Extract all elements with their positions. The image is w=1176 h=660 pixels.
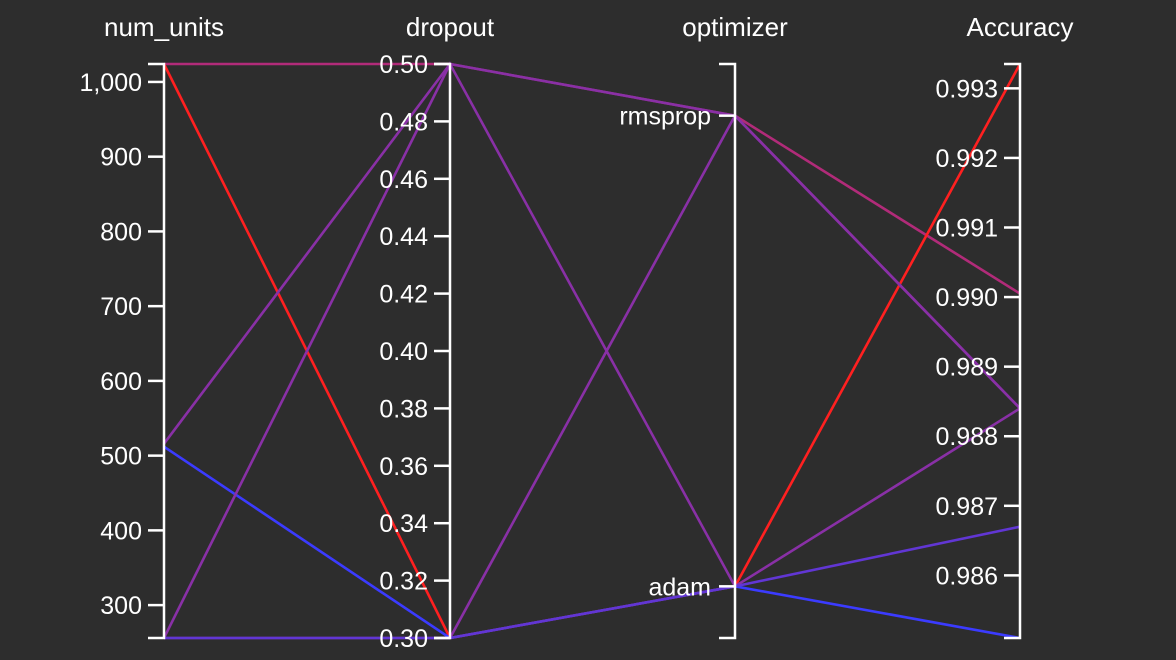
run-line-6 — [164, 113, 1021, 640]
run-line-7 — [164, 525, 1021, 640]
tick-label: 0.50 — [379, 51, 428, 79]
axis-title: Accuracy — [967, 12, 1074, 42]
tick-label: 0.32 — [379, 568, 428, 596]
tick-label: 0.990 — [935, 284, 998, 312]
tick-label: 400 — [100, 517, 142, 545]
axis-line — [1004, 62, 1022, 640]
tick-label: 700 — [100, 293, 142, 321]
tick-label: 800 — [100, 218, 142, 246]
tick-label: 0.987 — [935, 493, 998, 521]
run-line-4 — [163, 445, 1021, 640]
tick-label: 0.991 — [935, 215, 998, 243]
tick-label: 0.40 — [379, 338, 428, 366]
tick-label: 0.46 — [379, 166, 428, 194]
tick-label: 900 — [100, 144, 142, 172]
axis-title: optimizer — [682, 12, 788, 42]
axis-title: num_units — [104, 12, 224, 42]
axis-optimizer: optimizer adam rmsprop — [619, 12, 788, 640]
run-line-2 — [162, 63, 1022, 640]
tick-label: 0.48 — [379, 108, 428, 136]
run-line-5 — [162, 61, 1021, 639]
axis-num-units: num_units 300 400 500 600 700 800 900 1,000 — [79, 12, 224, 640]
tick-label: 0.42 — [379, 281, 428, 309]
tick-label: 0.988 — [935, 423, 998, 451]
axis-dropout: dropout 0.30 0.32 0.34 0.36 0.38 0.40 0.42 0.44 0… — [379, 12, 495, 653]
axis-line — [148, 62, 166, 640]
tick-label: 0.30 — [379, 625, 428, 653]
tick-label: 500 — [100, 443, 142, 471]
axis-line — [719, 62, 737, 640]
tick-label: 0.986 — [935, 562, 998, 590]
tick-label: 600 — [100, 368, 142, 396]
tick-label: 0.993 — [935, 75, 998, 103]
tick-label: 0.992 — [935, 145, 998, 173]
tick-label: 0.38 — [379, 395, 428, 423]
tick-label: 0.44 — [379, 223, 428, 251]
tick-label: 0.34 — [379, 510, 428, 538]
tick-label-adam: adam — [648, 573, 711, 601]
axes: num_units 300 400 500 600 700 800 900 1,000 dropo… — [79, 12, 1073, 653]
tick-label-rmsprop: rmsprop — [619, 103, 711, 131]
tick-label: 1,000 — [79, 69, 142, 97]
run-line-1 — [164, 62, 1021, 295]
tick-label: 0.989 — [935, 354, 998, 382]
tick-label: 0.36 — [379, 453, 428, 481]
tick-label: 300 — [100, 592, 142, 620]
axis-title: dropout — [406, 12, 495, 42]
axis-accuracy: Accuracy 0.986 0.987 0.988 0.989 0.990 0.991 0.… — [935, 12, 1074, 640]
run-lines — [162, 61, 1022, 640]
run-line-3 — [162, 62, 1021, 445]
